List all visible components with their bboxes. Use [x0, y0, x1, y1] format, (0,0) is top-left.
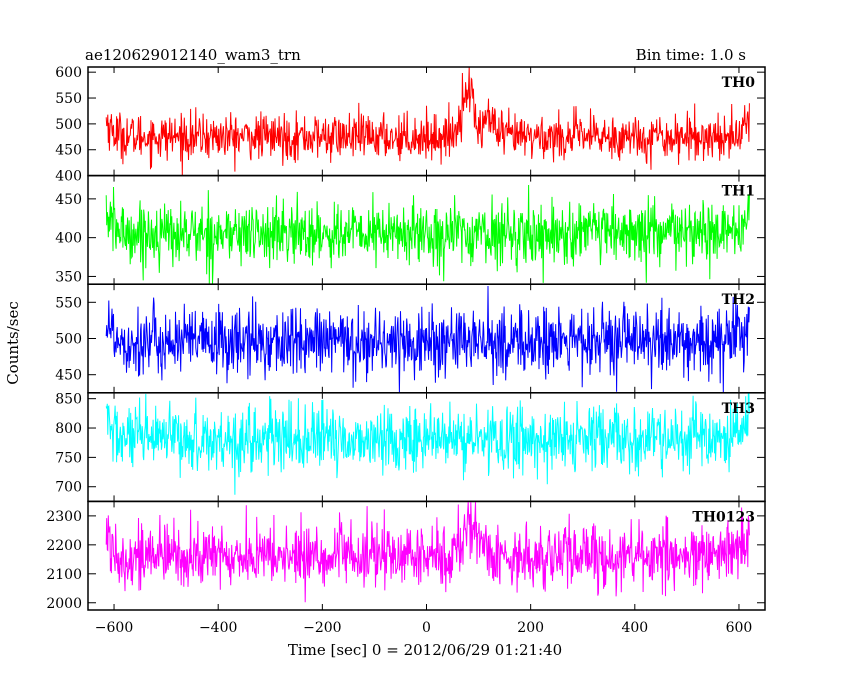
x-tick-label: 200 — [517, 620, 544, 636]
bin-time-label: Bin time: 1.0 s — [636, 46, 746, 64]
x-tick-label: 0 — [422, 620, 431, 636]
panel-label: TH3 — [722, 401, 755, 417]
y-tick-label: 600 — [55, 65, 82, 81]
series-line-th0123 — [105, 501, 750, 603]
y-tick-label: 450 — [55, 143, 82, 159]
y-tick-label: 2300 — [46, 509, 82, 525]
x-axis: −600 −400 −200 0 200 400 600 — [95, 620, 753, 636]
y-tick-label: 400 — [55, 231, 82, 247]
x-tick-label: −600 — [95, 620, 133, 636]
y-tick-label: 400 — [55, 169, 82, 185]
y-tick-label: 550 — [55, 91, 82, 107]
series-line-th0 — [105, 66, 750, 176]
y-tick-label: 800 — [55, 421, 82, 437]
y-tick-label: 450 — [55, 192, 82, 208]
series-line-th3 — [105, 392, 750, 495]
x-tick-label: −400 — [199, 620, 237, 636]
panel-th0123: 2000 2100 2200 2300 TH0123 — [46, 500, 766, 612]
y-tick-label: 700 — [55, 480, 82, 496]
x-tick-label: 600 — [726, 620, 753, 636]
y-tick-label: 2200 — [46, 538, 82, 554]
y-tick-label: 850 — [55, 392, 82, 408]
x-tick-label: 400 — [621, 620, 648, 636]
y-tick-label: 450 — [55, 368, 82, 384]
panel-label: TH1 — [722, 184, 755, 200]
y-tick-label: 350 — [55, 269, 82, 285]
y-tick-label: 2100 — [46, 567, 82, 583]
y-tick-label: 500 — [55, 332, 82, 348]
panels-group: 400 450 500 550 600 TH0 350 400 450 TH1 450 500 550 T… — [46, 65, 766, 612]
y-axis-label: Counts/sec — [4, 301, 22, 385]
panel-label: TH0123 — [692, 509, 755, 525]
panel-th1: 350 400 450 TH1 — [55, 174, 766, 285]
y-tick-label: 750 — [55, 450, 82, 466]
panel-th0: 400 450 500 550 600 TH0 — [55, 65, 766, 185]
series-line-th2 — [105, 285, 750, 393]
panel-th2: 450 500 550 TH2 — [55, 283, 766, 394]
y-tick-label: 500 — [55, 117, 82, 133]
panel-th3: 700 750 800 850 TH3 — [55, 392, 766, 503]
panel-label: TH0 — [722, 75, 756, 91]
series-line-th1 — [105, 184, 750, 285]
y-tick-label: 2000 — [46, 596, 82, 612]
y-tick-label: 550 — [55, 295, 82, 311]
x-axis-label: Time [sec] 0 = 2012/06/29 01:21:40 — [288, 641, 562, 659]
panel-label: TH2 — [722, 292, 755, 308]
chart-title: ae120629012140_wam3_trn — [85, 46, 301, 64]
x-tick-label: −200 — [303, 620, 341, 636]
